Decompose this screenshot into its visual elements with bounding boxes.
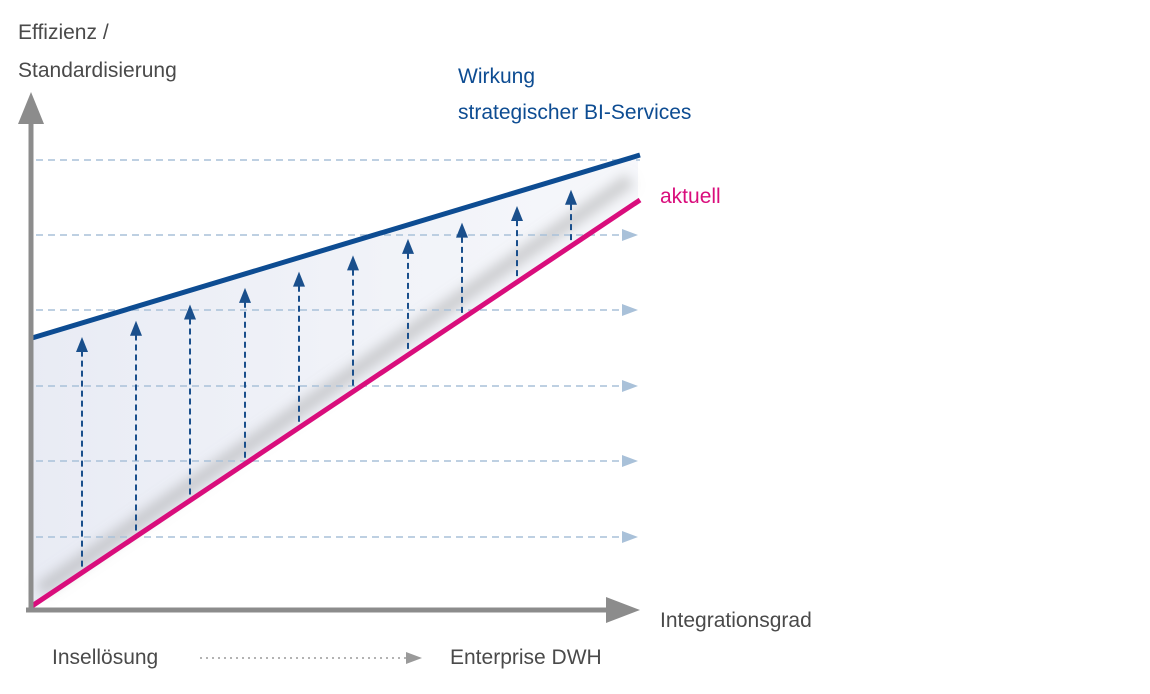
y-axis-label-line2: Standardisierung [18,59,177,82]
x-axis-label: Integrationsgrad [660,609,812,632]
upward-arrowhead [456,222,468,238]
upward-arrowhead [293,271,305,287]
target-label-line1: Wirkung [458,65,536,88]
upward-arrowhead [184,304,196,320]
x-axis-arrowhead [606,597,640,623]
guide-arrowhead [622,380,638,392]
target-line [31,152,641,341]
upward-arrows [76,189,577,567]
upward-arrowhead [347,255,359,271]
upward-arrowhead [130,320,142,336]
target-label-line2: strategischer BI-Services [458,101,692,124]
upward-arrowhead [565,189,577,205]
dashed-guide-lines [36,159,640,543]
upward-arrowhead [402,238,414,254]
upward-arrowhead [76,336,88,352]
upward-arrowhead [511,206,523,222]
guide-arrowhead [622,229,638,241]
guide-arrowhead [622,455,638,467]
band-shadow [36,174,634,596]
guide-arrowhead [622,531,638,543]
y-axis-label-line1: Effizienz / [18,21,109,44]
scale-start-label: Insellösung [52,646,159,669]
current-label: aktuell [660,185,721,208]
current-line [30,197,642,609]
upward-arrowhead [239,287,251,303]
scale-arrowhead [406,652,422,664]
y-axis-arrowhead [18,92,44,124]
scale-end-label: Enterprise DWH [450,646,602,669]
guide-arrowhead [622,304,638,316]
